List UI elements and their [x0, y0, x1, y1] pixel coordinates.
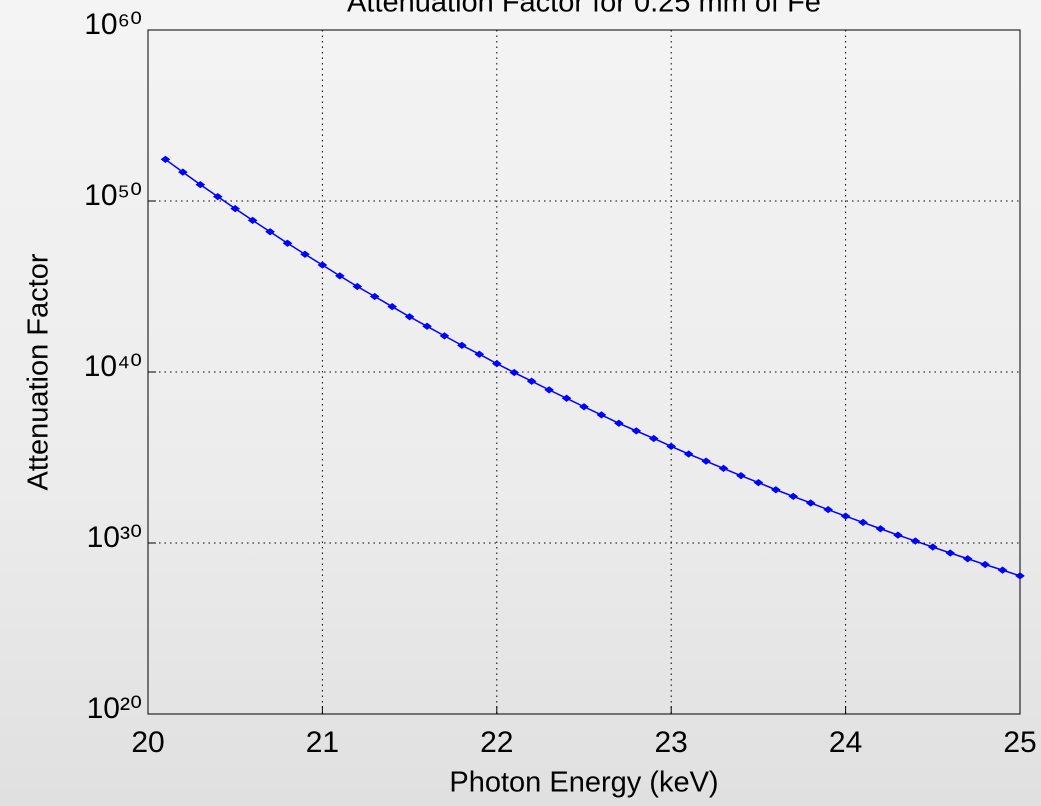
y-tick-label: 10³⁰ [87, 521, 142, 554]
data-marker [212, 193, 223, 201]
data-marker [474, 350, 485, 358]
data-marker [160, 155, 171, 164]
data-marker [771, 486, 781, 494]
data-marker [491, 359, 502, 368]
data-marker [945, 549, 956, 557]
y-tick-label: 10⁶⁰ [84, 8, 142, 41]
data-marker [718, 464, 729, 473]
data-marker [265, 228, 275, 236]
data-marker [648, 434, 659, 443]
data-marker [579, 403, 589, 411]
x-tick-label: 23 [655, 726, 688, 759]
data-marker [230, 204, 241, 213]
data-marker [247, 216, 258, 224]
data-marker [980, 560, 990, 569]
x-tick-label: 22 [480, 726, 513, 759]
data-marker [282, 239, 293, 247]
data-marker [683, 450, 694, 458]
data-marker [526, 377, 537, 385]
data-marker [788, 492, 799, 501]
data-marker [509, 368, 520, 377]
y-axis-label: Attenuation Factor [23, 253, 55, 490]
data-marker [614, 419, 624, 427]
data-marker [962, 555, 973, 563]
x-tick-label: 21 [306, 726, 339, 759]
x-axis-label: Photon Energy (keV) [449, 767, 718, 799]
data-marker [596, 411, 607, 419]
data-marker [910, 537, 921, 545]
data-marker [387, 303, 397, 311]
chart-title: Attenuation Factor for 0.25 mm of Fe [347, 0, 821, 19]
data-marker [439, 332, 450, 340]
data-marker [178, 168, 188, 176]
data-marker [300, 250, 310, 258]
data-marker [893, 531, 903, 539]
data-marker [457, 341, 467, 350]
data-marker [823, 506, 833, 514]
data-marker [858, 518, 868, 527]
data-marker [840, 512, 851, 520]
y-tick-label: 10⁵⁰ [84, 179, 142, 212]
y-tick-label: 10⁴⁰ [84, 350, 142, 383]
data-marker [561, 394, 572, 402]
data-marker [335, 272, 345, 280]
data-marker [369, 292, 380, 301]
data-marker [736, 472, 746, 480]
x-tick-label: 24 [829, 726, 862, 759]
data-marker [927, 543, 938, 551]
data-marker [631, 427, 642, 435]
x-tick-label: 25 [1003, 726, 1036, 759]
data-marker [753, 478, 764, 487]
data-marker [317, 261, 328, 269]
data-marker [352, 282, 363, 291]
x-tick-label: 20 [131, 726, 164, 759]
data-marker [1015, 572, 1025, 580]
data-marker [195, 180, 206, 189]
data-marker [875, 525, 886, 533]
data-marker [544, 386, 554, 394]
data-marker [422, 322, 432, 330]
data-marker [805, 499, 816, 507]
data-marker [666, 442, 677, 450]
y-tick-label: 10²⁰ [87, 692, 142, 725]
data-marker [997, 566, 1008, 574]
data-marker [404, 313, 415, 321]
data-marker [701, 457, 711, 465]
